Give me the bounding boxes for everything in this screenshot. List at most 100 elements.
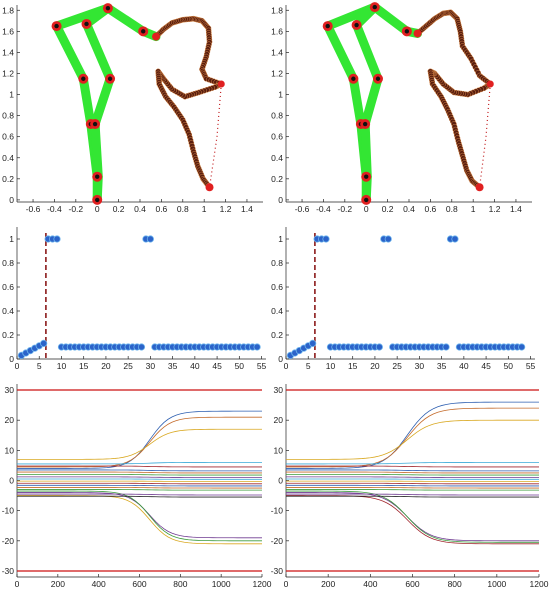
joint-center — [364, 197, 369, 203]
x-tick-label: 45 — [212, 361, 222, 371]
series-line — [17, 487, 262, 489]
series-line — [285, 495, 540, 498]
panel-top-left: -0.6 -0.4 -0.2 0 0.2 0.4 0.6 0.8 1 1.2 1.4 0 0.2 0.4 0… — [2, 3, 263, 214]
y-tick-label: 1.6 — [2, 26, 14, 36]
x-tick-label: 1.4 — [241, 204, 253, 214]
path-start-marker — [413, 29, 422, 38]
y-tick-label: 20 — [5, 415, 15, 425]
y-tick-label: 0.4 — [271, 306, 283, 316]
y-tick-label: 0.2 — [271, 330, 283, 340]
series-line — [17, 474, 262, 476]
x-tick-label: 50 — [235, 361, 245, 371]
panel-top-right: -0.6 -0.4 -0.2 0 0.2 0.4 0.6 0.8 1 1.2 1.4 0 0.2 0.4 0… — [271, 2, 532, 214]
y-tick-label: 0.2 — [2, 174, 14, 184]
panel-bottom-right: 0 200 400 600 800 1000 1200 -30 -20 -10 0 10 20 30 — [271, 384, 549, 589]
path-start-marker — [152, 32, 161, 41]
x-tick-label: -0.6 — [26, 204, 41, 214]
x-tick-label: 15 — [348, 361, 358, 371]
x-tick-label: 40 — [190, 361, 200, 371]
x-tick-label: 10 — [326, 361, 336, 371]
plot-area — [286, 227, 535, 359]
series-line — [17, 471, 263, 474]
x-tick-label: 600 — [132, 579, 146, 589]
x-tick-label: 0 — [284, 361, 289, 371]
joint-center — [362, 121, 368, 127]
x-tick-label: -0.4 — [47, 204, 62, 214]
y-tick-label: 20 — [274, 415, 284, 425]
path-end-marker — [475, 183, 484, 192]
y-tick-label: -20 — [271, 536, 284, 546]
y-tick-label: 1 — [278, 90, 283, 100]
joint-center — [354, 22, 359, 28]
y-tick-label: 0 — [9, 354, 14, 364]
x-tick-label: -0.4 — [316, 204, 331, 214]
series-line — [17, 495, 263, 498]
arm-link — [82, 19, 115, 84]
joint-center — [325, 23, 330, 29]
y-tick-label: 0 — [278, 354, 283, 364]
arm-link — [323, 21, 358, 84]
series-line — [286, 482, 539, 485]
x-tick-label: 20 — [370, 361, 380, 371]
x-tick-label: 0.4 — [134, 204, 146, 214]
arm-link — [360, 119, 372, 182]
x-tick-label: 30 — [415, 361, 425, 371]
y-tick-label: 0.6 — [271, 132, 283, 142]
target-path — [208, 83, 222, 188]
y-tick-label: 0.4 — [2, 306, 14, 316]
panel-bottom-left: 0 200 400 600 800 1000 1200 -30 -20 -10 0 10 20 30 — [2, 384, 272, 589]
y-tick-label: 0.4 — [271, 153, 283, 163]
series-line — [285, 419, 540, 460]
series-line — [16, 495, 263, 545]
y-tick-label: -30 — [271, 566, 284, 576]
x-tick-label: 1200 — [530, 579, 549, 589]
series-line — [285, 469, 539, 472]
y-tick-label: 1.2 — [2, 68, 14, 78]
arm-link — [90, 74, 115, 129]
data-point — [375, 343, 383, 351]
data-point — [442, 343, 450, 351]
y-tick-label: 1.2 — [271, 68, 283, 78]
y-tick-label: 0.8 — [271, 258, 283, 268]
series-line — [285, 490, 540, 543]
arm-link — [370, 2, 412, 36]
y-tick-label: 1 — [9, 234, 14, 244]
x-tick-label: 0.4 — [403, 204, 415, 214]
x-tick-label: 5 — [37, 361, 42, 371]
series-line — [17, 484, 262, 487]
target-marker — [217, 80, 225, 88]
series-line — [285, 493, 539, 496]
x-tick-label: 1200 — [253, 579, 272, 589]
x-tick-label: -0.6 — [295, 204, 310, 214]
x-tick-label: 0 — [15, 361, 20, 371]
x-tick-label: 1000 — [212, 579, 231, 589]
y-tick-label: 0.6 — [2, 132, 14, 142]
joint-center — [95, 197, 100, 203]
series-line — [17, 462, 262, 465]
x-tick-label: 0.2 — [113, 204, 125, 214]
series-line — [17, 465, 263, 468]
x-tick-label: 35 — [168, 361, 178, 371]
x-tick-label: 0 — [95, 204, 100, 214]
y-tick-label: 1.8 — [2, 5, 14, 15]
series-line — [286, 474, 539, 476]
joint-center — [375, 76, 381, 81]
y-tick-label: 0.2 — [2, 330, 14, 340]
y-tick-label: 0.8 — [271, 111, 283, 121]
series-line — [286, 487, 539, 489]
x-tick-label: 0.6 — [424, 204, 436, 214]
y-tick-label: 10 — [5, 445, 15, 455]
x-tick-label: 50 — [504, 361, 514, 371]
y-tick-label: 0.8 — [2, 111, 14, 121]
y-tick-label: 10 — [274, 445, 284, 455]
series-line — [17, 482, 262, 485]
x-tick-label: 400 — [92, 579, 106, 589]
x-tick-label: -0.2 — [68, 204, 83, 214]
y-tick-label: 1.4 — [271, 47, 283, 57]
y-tick-label: 0 — [278, 476, 283, 486]
series-line — [16, 490, 263, 542]
x-tick-label: 1.2 — [220, 204, 232, 214]
series-line — [285, 407, 540, 468]
y-tick-label: 1 — [278, 234, 283, 244]
y-tick-label: 0 — [9, 476, 14, 486]
